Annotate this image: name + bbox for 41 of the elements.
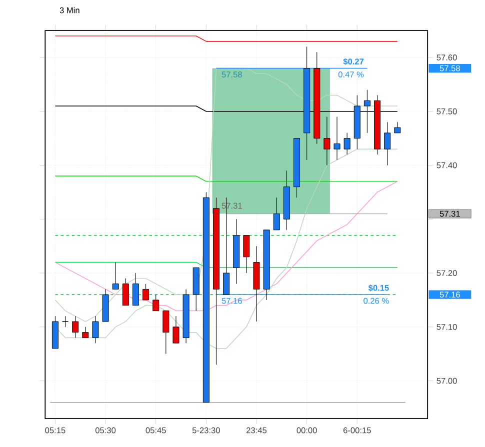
chart-title: 3 Min [60,7,80,14]
candlestick [62,316,69,328]
x-tick-label: 6-00:15 [343,427,371,434]
candlestick [122,278,129,306]
candlestick [112,262,119,290]
candlestick [394,122,401,134]
candlestick [243,234,250,274]
y-tick-label: 57.50 [436,108,457,114]
annotation: 57.16 [222,298,242,304]
text: 57.16 [440,292,460,298]
annotation: 0.47 % [338,71,364,78]
y-tick-label: 57.20 [436,270,457,276]
candlestick [162,310,170,354]
y-tick-label: 57.40 [436,162,457,168]
x-tick-label: 23:45 [246,427,267,434]
annotation: $0.15 [368,284,389,292]
candlestick [324,116,330,166]
candlestick [384,122,391,166]
x-tick-label: 05:30 [95,427,116,434]
x-tick-label: 00:00 [296,427,317,434]
y-tick-label: 57.00 [436,378,457,384]
x-tick-label: 05:45 [146,427,166,434]
candlestick [142,283,150,300]
y-tick-label: 57.60 [436,54,457,60]
text: 57.31 [440,210,460,217]
x-tick-label: 5-23:30 [192,427,220,434]
annotation: 0.26 % [364,298,389,304]
candlestick [344,132,350,155]
x-tick-label: 05:15 [45,427,66,434]
candlestick [92,316,99,344]
candlestick [152,294,160,311]
candlestick [172,316,180,344]
y-tick-label: 57.10 [436,324,457,330]
candlestick [132,272,139,306]
candlestick [273,197,280,230]
annotation: $0.27 [343,58,364,65]
candlestick [334,116,340,160]
text: 57.58 [440,65,460,72]
candlestick [72,316,79,338]
candlestick [82,326,89,338]
annotation: 57.58 [222,71,242,78]
